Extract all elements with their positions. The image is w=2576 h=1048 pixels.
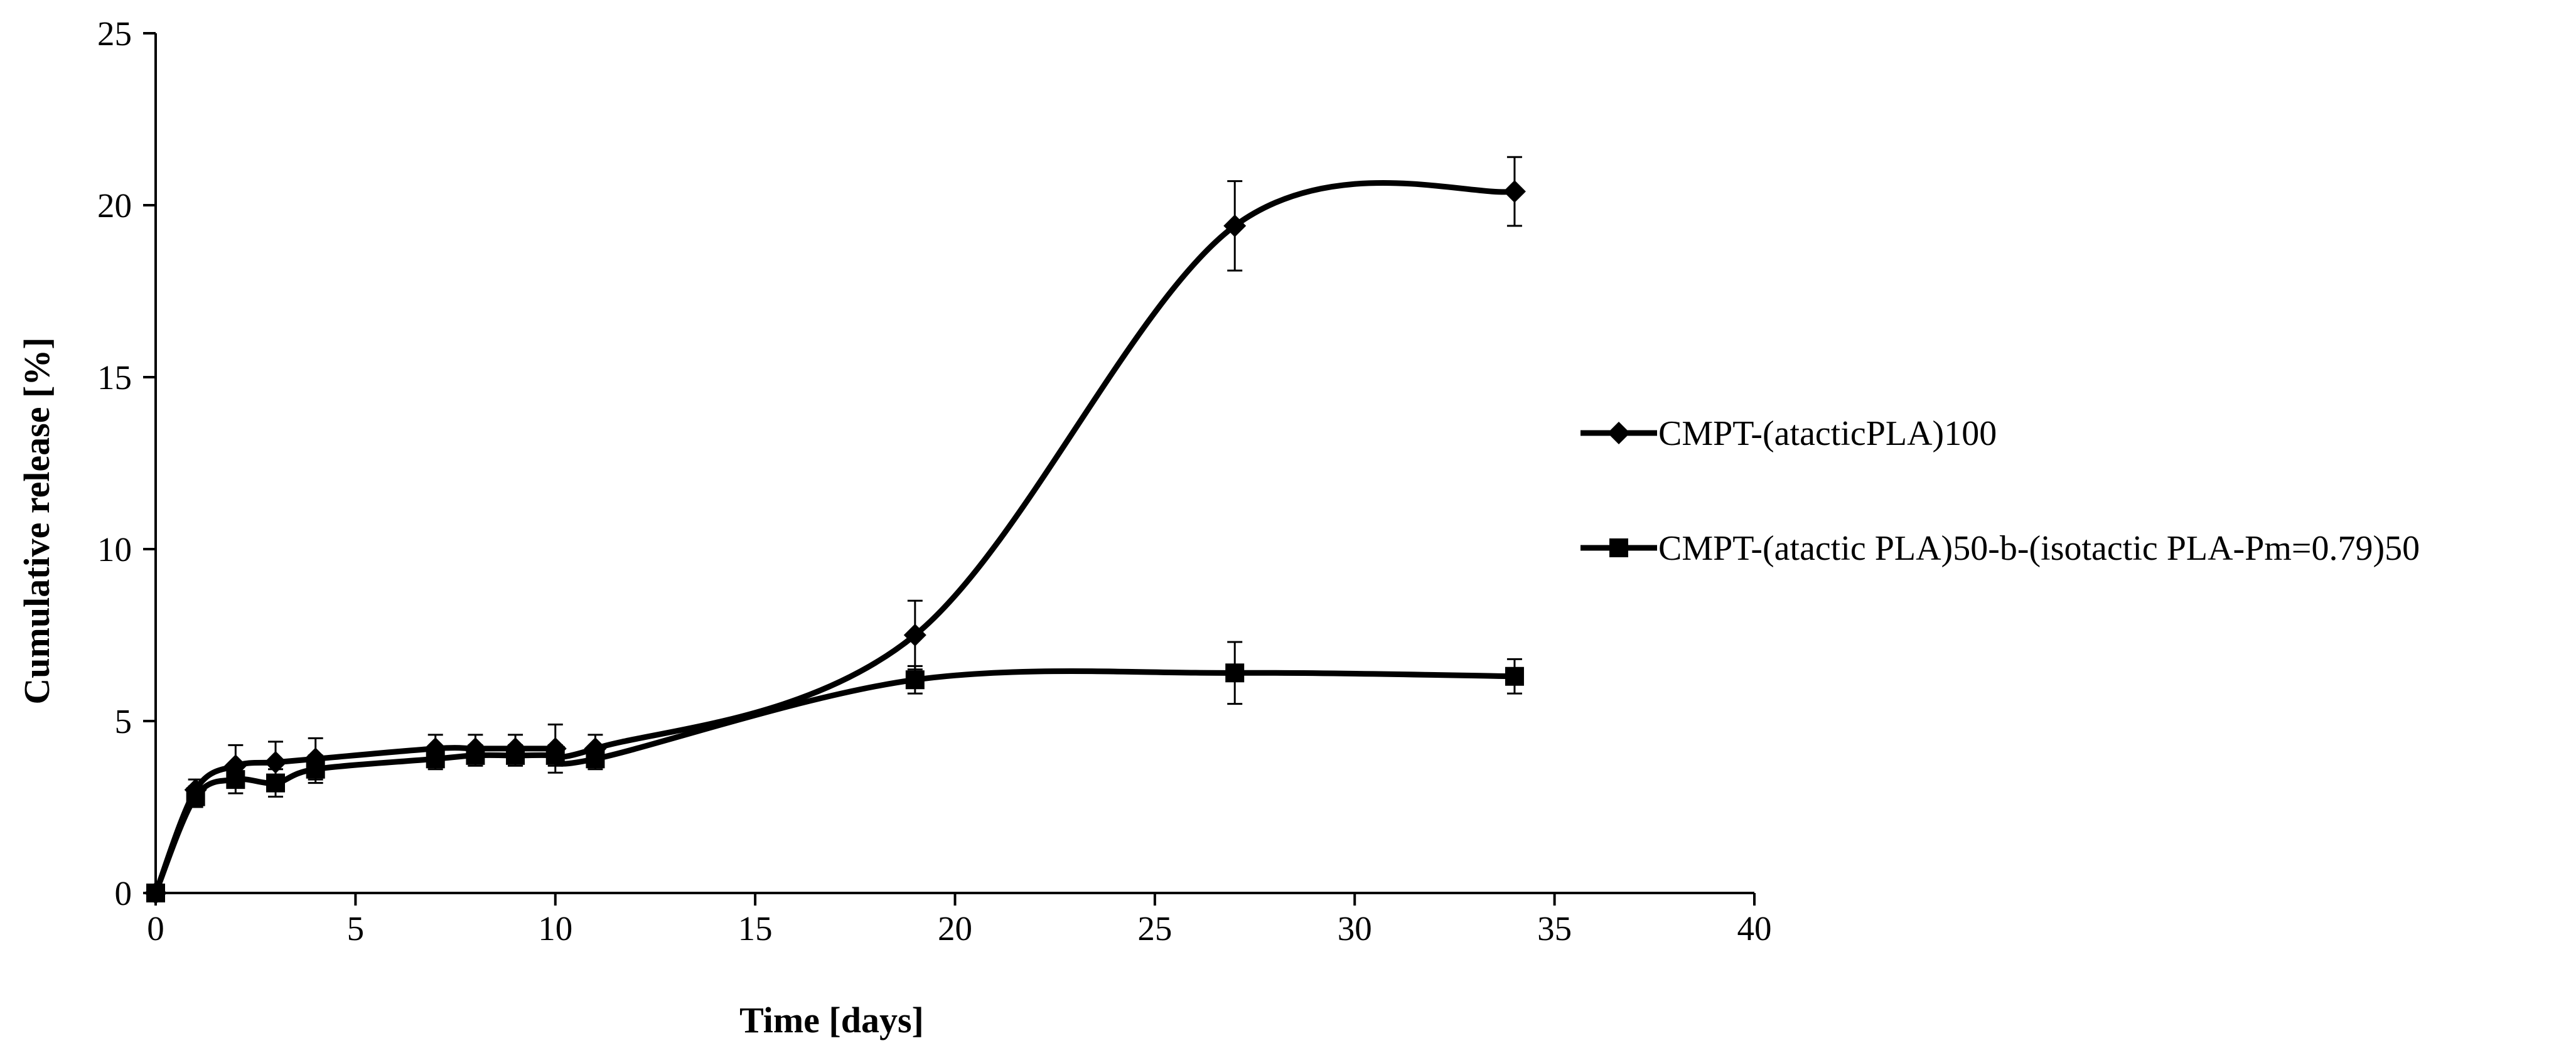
series-layer	[144, 156, 1526, 904]
series-1	[144, 156, 1526, 904]
data-point	[266, 773, 286, 793]
series-line	[153, 180, 1515, 894]
legend: CMPT-(atacticPLA)100 CMPT-(atactic PLA)50…	[1580, 414, 2420, 568]
legend-marker	[1609, 538, 1628, 557]
data-point	[264, 751, 287, 774]
x-tick-label: 5	[347, 909, 365, 948]
data-point	[1505, 666, 1524, 686]
x-tick-label: 15	[738, 909, 773, 948]
data-point	[506, 746, 525, 765]
legend-item-2: CMPT-(atactic PLA)50-b-(isotactic PLA-Pm…	[1580, 529, 2420, 568]
data-point	[903, 624, 926, 646]
data-point	[186, 787, 205, 806]
data-point	[466, 746, 485, 765]
data-point	[905, 670, 925, 690]
x-tick-label: 0	[147, 909, 164, 948]
y-tick-label: 20	[97, 186, 132, 225]
data-point	[586, 749, 605, 769]
legend-marker	[1607, 422, 1630, 444]
x-tick-label: 20	[938, 909, 972, 948]
data-point	[545, 746, 565, 765]
data-point	[226, 770, 245, 789]
x-tick-label: 25	[1137, 909, 1172, 948]
legend-item-1: CMPT-(atacticPLA)100	[1580, 414, 1997, 453]
x-axis-title: Time [days]	[739, 1000, 924, 1040]
legend-label: CMPT-(atacticPLA)100	[1658, 414, 1997, 453]
y-tick-label: 10	[97, 530, 132, 569]
legend-label: CMPT-(atactic PLA)50-b-(isotactic PLA-Pm…	[1658, 529, 2420, 568]
x-tick-label: 30	[1338, 909, 1372, 948]
axes: 0 5 10 15 20 25 30 35 40 0 5 10 15 20 25	[97, 14, 1772, 948]
series-line	[153, 668, 1515, 894]
series-2	[146, 641, 1524, 902]
x-tick-label: 10	[538, 909, 572, 948]
y-tick-label: 15	[97, 358, 132, 397]
data-point	[146, 884, 165, 902]
y-axis-title: Cumulative release [%]	[16, 337, 57, 704]
data-point	[1225, 663, 1245, 683]
data-point	[1503, 180, 1526, 203]
x-tick-label: 40	[1737, 909, 1772, 948]
y-tick-label: 25	[97, 14, 132, 53]
data-point	[306, 759, 325, 779]
y-tick-label: 5	[115, 702, 132, 741]
data-point	[1223, 214, 1247, 237]
y-tick-label: 0	[115, 874, 132, 912]
data-point	[426, 749, 445, 769]
x-tick-label: 35	[1537, 909, 1572, 948]
